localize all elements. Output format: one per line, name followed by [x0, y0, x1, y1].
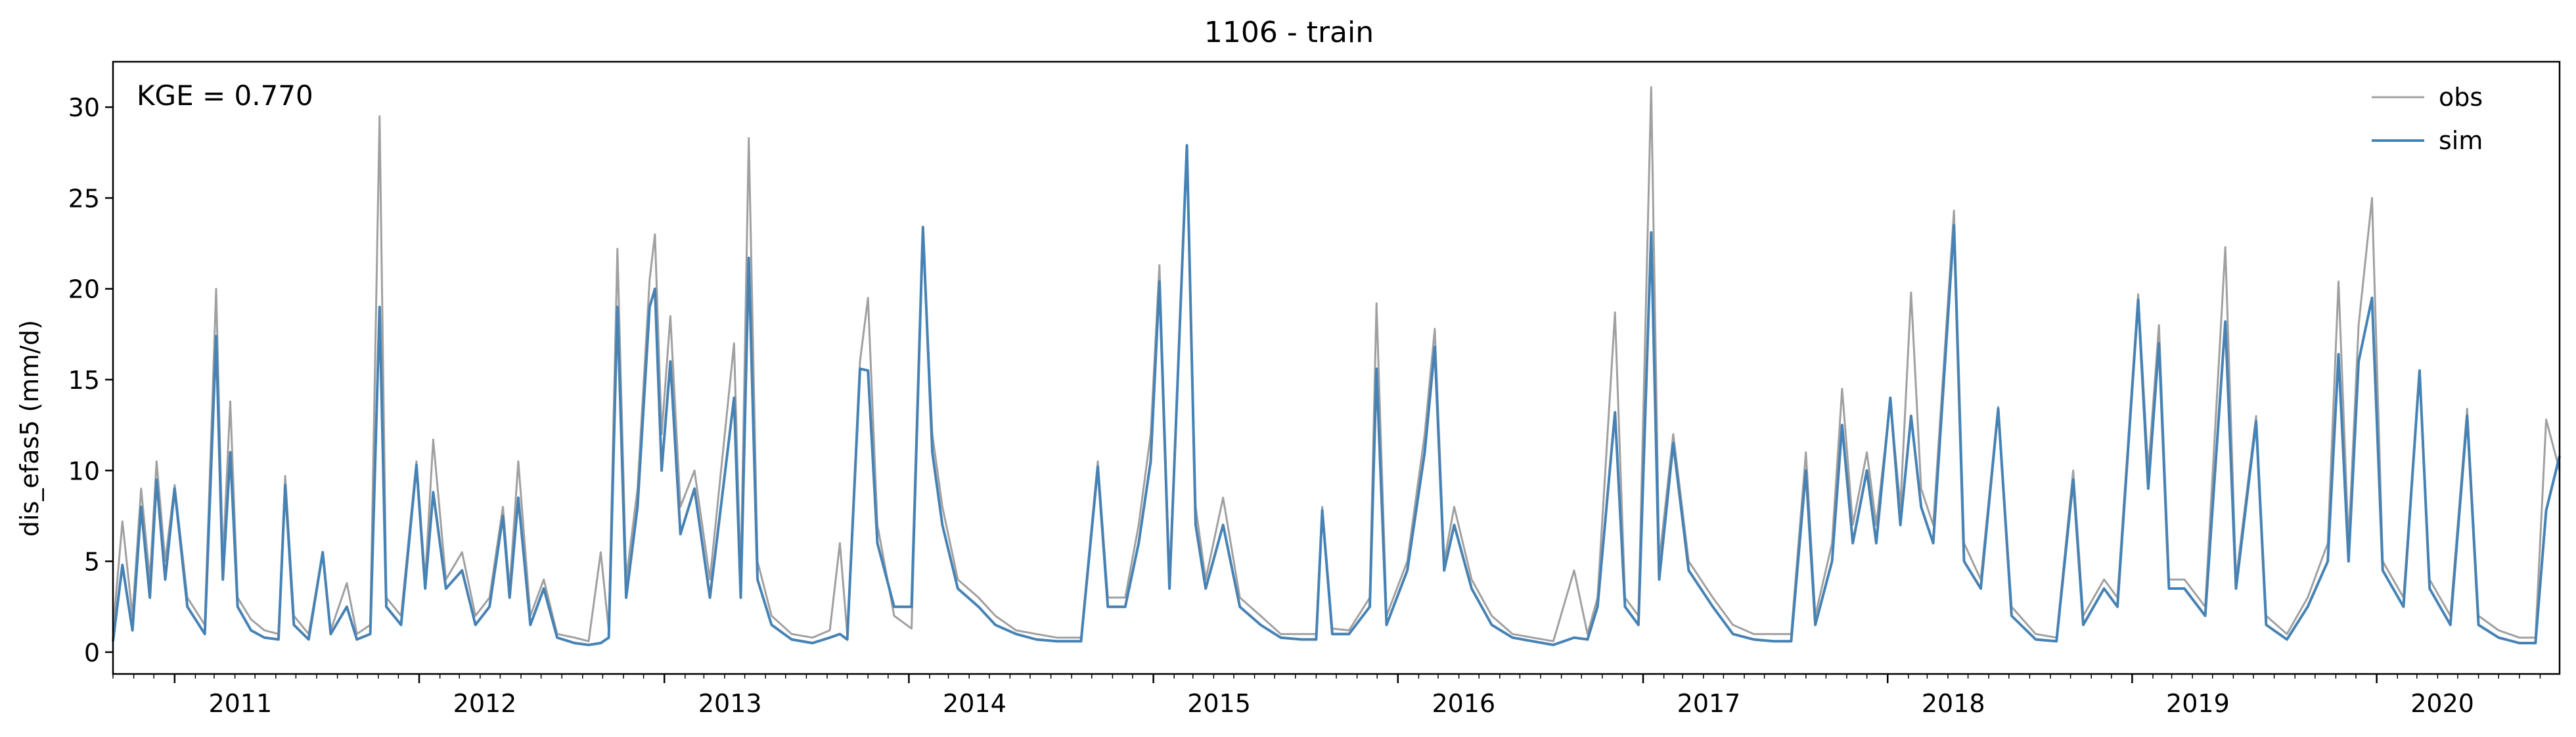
y-tick-label: 5: [84, 548, 100, 577]
x-axis: 2011 2012 2013 2014 2015 2016 2017 2018 2019 2020: [112, 674, 2541, 718]
x-tick-label: 2018: [1922, 689, 1985, 718]
kge-annotation: KGE = 0.770: [137, 79, 313, 112]
plot-frame: [112, 60, 2561, 675]
x-tick-label: 2014: [943, 689, 1006, 718]
x-tick-label: 2015: [1187, 689, 1251, 718]
legend: obs sim: [2372, 83, 2483, 155]
x-tick-label: 2013: [698, 689, 762, 718]
x-tick-label: 2011: [208, 689, 272, 718]
y-tick-label: 30: [68, 93, 100, 122]
x-tick-label: 2020: [2410, 689, 2474, 718]
y-axis: 0 5 10 15 20 25 30: [68, 93, 113, 667]
legend-label-obs: obs: [2439, 83, 2483, 112]
x-tick-label: 2016: [1432, 689, 1495, 718]
y-tick-label: 15: [68, 366, 100, 395]
series-line-obs: [112, 86, 2561, 642]
y-axis-label: dis_efas5 (mm/d): [15, 320, 44, 537]
y-tick-label: 0: [84, 638, 100, 667]
chart-title: 1106 - train: [1204, 16, 1374, 49]
x-tick-label: 2012: [453, 689, 517, 718]
y-tick-label: 20: [68, 275, 100, 304]
x-tick-label: 2017: [1677, 689, 1741, 718]
y-tick-label: 10: [68, 457, 100, 485]
series-line-sim: [112, 144, 2561, 646]
x-tick-label: 2019: [2166, 689, 2230, 718]
series-lines: [112, 86, 2561, 646]
legend-label-sim: sim: [2439, 126, 2483, 155]
y-tick-label: 25: [68, 184, 100, 213]
